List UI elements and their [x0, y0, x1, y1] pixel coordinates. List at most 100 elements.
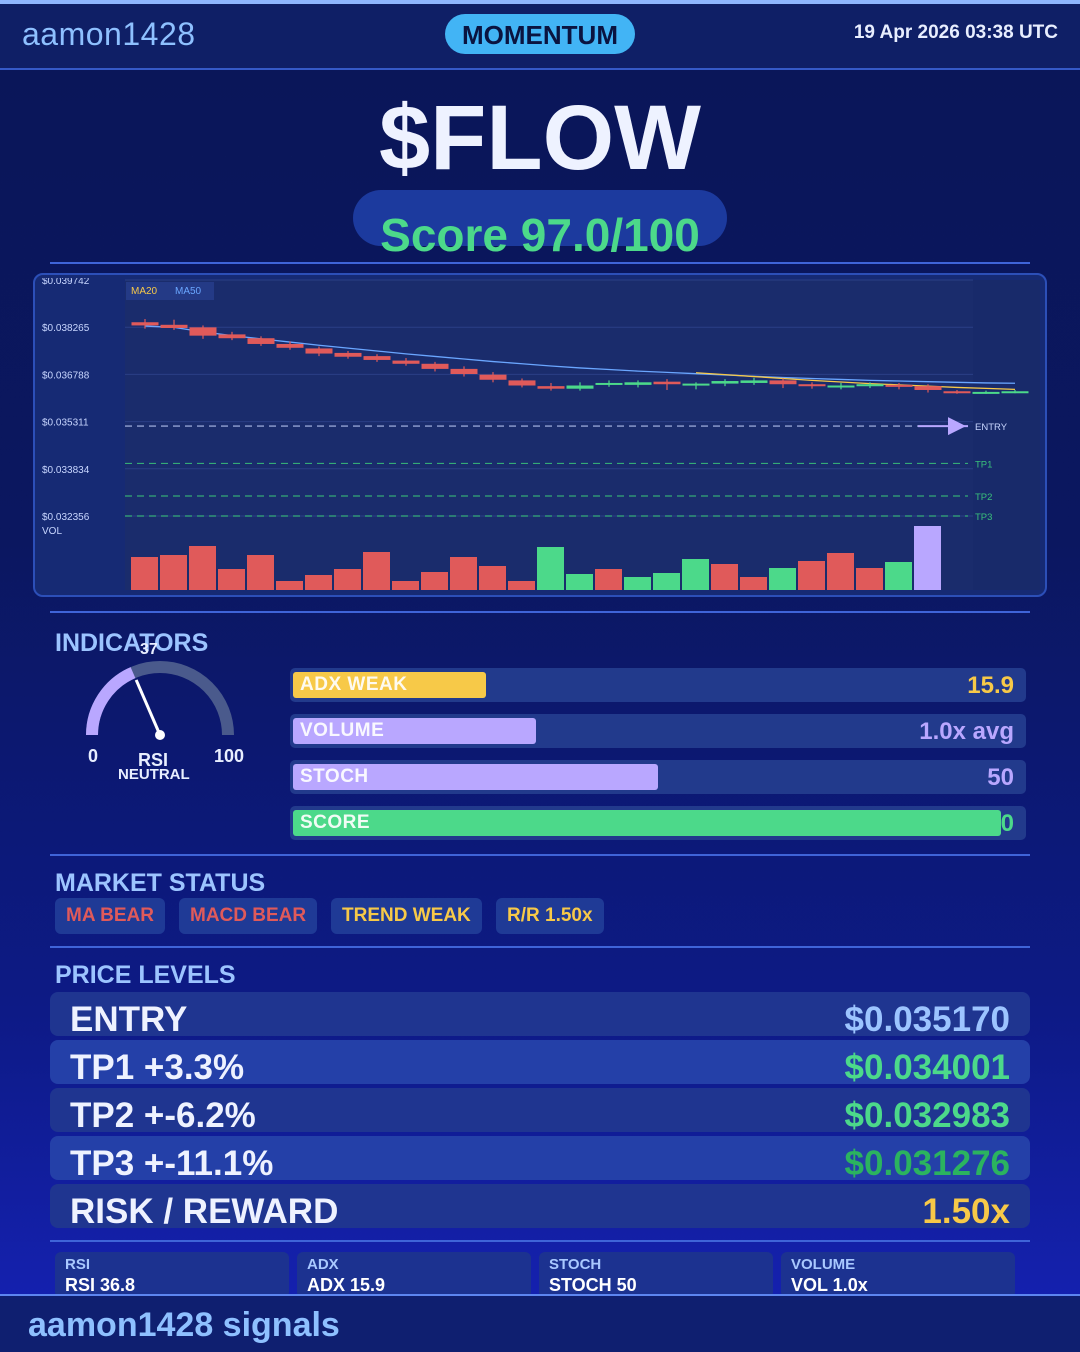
badge-risk-reward: R/R 1.50x: [496, 898, 604, 934]
timestamp: 19 Apr 2026 03:38 UTC: [853, 22, 1058, 43]
level-tag-tp2: TP2: [975, 492, 992, 503]
candle-body: [943, 391, 971, 394]
stoch-fill: [293, 764, 658, 790]
gauge-needle: [134, 679, 162, 736]
rsi-status: NEUTRAL: [118, 766, 190, 783]
volume-bar: [363, 552, 390, 590]
volume-bar: [276, 581, 303, 590]
volume-label: VOLUME: [300, 720, 385, 741]
y-tick-label: $0.036788: [42, 370, 90, 381]
footer-text: aamon1428 signals: [28, 1306, 340, 1344]
card-value: ADX 15.9: [307, 1275, 386, 1295]
volume-bar: [508, 581, 535, 590]
rsi-max-label: 100: [214, 746, 245, 766]
volume-bar: [537, 547, 564, 590]
rsi-gauge: [86, 661, 234, 740]
candle-body: [247, 338, 275, 344]
level-label: TP2 +-6.2%: [70, 1096, 256, 1135]
card-title: VOLUME: [791, 1256, 856, 1273]
legend-ma20: MA20: [131, 286, 158, 297]
card-title: ADX: [307, 1256, 339, 1273]
candle-body: [682, 383, 710, 386]
volume-bar: [827, 553, 854, 590]
y-tick-label: $0.035311: [42, 418, 89, 429]
divider: [50, 1240, 1030, 1242]
candle-body: [885, 384, 913, 387]
volume-bar: [769, 568, 796, 590]
volume-bar: [856, 568, 883, 590]
summary-card-rsi: RSI RSI 36.8: [55, 1252, 289, 1298]
legend-ma50: MA50: [175, 286, 202, 297]
candle-body: [305, 348, 333, 354]
volume-bar: [914, 526, 941, 590]
level-value: $0.035170: [844, 1000, 1010, 1039]
volume-bar: [711, 564, 738, 590]
score-label: SCORE: [300, 812, 371, 833]
candle-body: [827, 385, 855, 388]
volume-bar: [334, 569, 361, 590]
stoch-label: STOCH: [300, 766, 369, 787]
price-levels-title: PRICE LEVELS: [55, 961, 236, 989]
candle-body: [624, 382, 652, 385]
level-row-tp2: TP2 +-6.2% $0.032983: [50, 1088, 1030, 1135]
footer-bar: [0, 1294, 1080, 1352]
level-row-tp1: TP1 +3.3% $0.034001: [50, 1040, 1030, 1087]
card-value: STOCH 50: [549, 1275, 637, 1295]
level-tag-tp1: TP1: [975, 459, 992, 470]
score-fill: [293, 810, 1002, 836]
volume-bar: [131, 557, 158, 590]
candle-body: [653, 381, 681, 385]
price-chart: ENTRY TP1 TP2 TP3 $0.039742 $0.038265 $0.0367…: [42, 278, 1040, 590]
rsi-value-label: 37: [140, 641, 158, 658]
candle-body: [798, 384, 826, 387]
level-value: $0.032983: [844, 1096, 1010, 1135]
rsi-name-label: RSI: [138, 750, 169, 770]
candle-body: [769, 380, 797, 385]
ticker-symbol: $FLOW: [379, 87, 701, 189]
level-label-area: [973, 280, 1040, 590]
score-text: Score 97.0/100: [380, 209, 700, 261]
candle-body: [740, 380, 768, 383]
gauge-hub: [155, 730, 165, 740]
adx-value: 15.9: [967, 672, 1014, 699]
volume-bar: [421, 572, 448, 590]
volume-bar: [160, 555, 187, 590]
ma20-line: [695, 372, 1016, 390]
volume-bar: [218, 569, 245, 590]
level-row-entry: ENTRY $0.035170: [50, 992, 1030, 1039]
candle-body: [1001, 391, 1029, 394]
volume-bar: [740, 577, 767, 590]
candle-body: [276, 343, 304, 348]
badge-trend-weak: TREND WEAK: [331, 898, 482, 934]
divider: [50, 611, 1030, 613]
score-value: 0: [1000, 810, 1014, 837]
badge-macd-bear: MACD BEAR: [179, 898, 318, 934]
adx-fill: [293, 672, 487, 698]
candle-body: [131, 322, 159, 326]
level-value: $0.034001: [844, 1048, 1010, 1087]
card-title: RSI: [65, 1256, 91, 1273]
level-value: 1.50x: [922, 1192, 1010, 1231]
summary-card-volume: VOLUME VOL 1.0x: [781, 1252, 1015, 1298]
volume-bar: [885, 562, 912, 590]
indicator-bar-adx: ADX WEAK 15.9: [290, 668, 1026, 702]
divider: [50, 946, 1030, 948]
level-row-risk-reward: RISK / REWARD 1.50x: [50, 1184, 1030, 1231]
candle-body: [972, 391, 1000, 394]
y-tick-label: $0.033834: [42, 465, 90, 476]
candle-body: [363, 356, 391, 360]
candle-body: [421, 363, 449, 369]
summary-card-adx: ADX ADX 15.9: [297, 1252, 531, 1298]
candle-body: [334, 352, 362, 357]
candle-body: [711, 381, 739, 384]
volume-bar: [566, 574, 593, 590]
adx-label: ADX WEAK: [300, 674, 408, 695]
volume-bar: [798, 561, 825, 590]
gauge-fill: [86, 667, 136, 736]
volume-value: 1.0x avg: [919, 718, 1014, 745]
card-value: VOL 1.0x: [791, 1275, 868, 1295]
indicator-bar-score: SCORE 0: [290, 806, 1026, 840]
level-label: RISK / REWARD: [70, 1192, 339, 1231]
legend-box: [126, 282, 214, 300]
level-label: TP3 +-11.1%: [70, 1144, 274, 1183]
